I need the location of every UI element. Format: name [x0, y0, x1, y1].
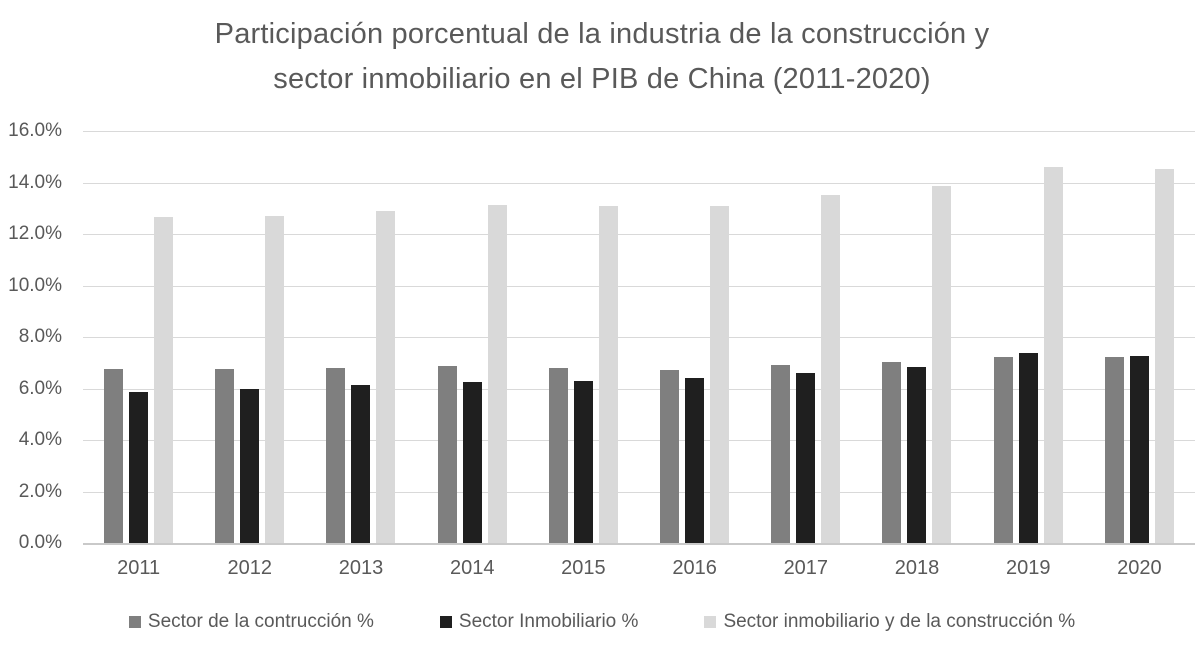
chart-title-line-2: sector inmobiliario en el PIB de China (…	[273, 63, 931, 95]
bar-group-2012	[194, 131, 305, 543]
bar-inmobiliario-2012	[240, 389, 260, 543]
y-tick-label-12.0pct: 12.0%	[8, 223, 62, 244]
x-tick-label-2017: 2017	[783, 557, 829, 579]
bar-inmobiliario-2011	[129, 391, 149, 543]
legend: Sector de la contrucción % Sector Inmobil…	[0, 611, 1204, 633]
y-tick-label-2.0pct: 2.0%	[18, 480, 62, 502]
legend-item-inmobiliario: Sector Inmobiliario %	[439, 611, 639, 633]
x-tick-label-2013: 2013	[338, 557, 384, 579]
bar-inmobiliario-y-construccion-2012	[265, 215, 285, 543]
bar-inmobiliario-y-construccion-2015	[598, 206, 618, 543]
legend-label-construccion: Sector de la contrucción %	[147, 611, 374, 632]
bar-construccion-2011	[104, 369, 124, 543]
legend-swatch-construccion	[128, 616, 141, 628]
legend-label-inmobiliario: Sector Inmobiliario %	[458, 611, 639, 632]
legend-label-inmobiliario-y-construccion: Sector inmobiliario y de la construcción…	[723, 611, 1076, 632]
plot-area	[83, 131, 1195, 545]
gridline-14	[83, 182, 1195, 184]
x-tick-label-2020: 2020	[1117, 557, 1162, 579]
bar-inmobiliario-2016	[685, 378, 705, 543]
bar-group-2020	[1084, 131, 1195, 543]
bar-inmobiliario-2013	[351, 385, 371, 543]
y-tick-label-16.0pct: 16.0%	[8, 120, 62, 141]
y-tick-label-0.0pct: 0.0%	[18, 532, 62, 553]
x-tick-label-2015: 2015	[561, 557, 606, 579]
bar-construccion-2015	[548, 367, 568, 543]
bar-group-2013	[305, 131, 416, 543]
bar-inmobiliario-2019	[1018, 352, 1038, 543]
y-tick-label-6.0pct: 6.0%	[18, 377, 62, 399]
bar-group-2019	[973, 131, 1084, 543]
bar-construccion-2019	[993, 356, 1013, 543]
bar-inmobiliario-2014	[462, 382, 482, 543]
bar-inmobiliario-y-construccion-2016	[710, 206, 730, 543]
bar-construccion-2016	[660, 370, 680, 543]
bar-group-2014	[417, 131, 528, 543]
bar-inmobiliario-y-construccion-2020	[1154, 169, 1174, 543]
gridline-6	[83, 388, 1195, 390]
legend-item-construccion: Sector de la contrucción %	[128, 611, 374, 633]
bar-construccion-2020	[1104, 356, 1124, 543]
bar-inmobiliario-2018	[907, 367, 927, 543]
x-tick-label-2011: 2011	[117, 557, 161, 579]
bar-group-2018	[861, 131, 972, 543]
bar-group-2016	[639, 131, 750, 543]
x-axis-line	[83, 543, 1195, 545]
y-tick-label-10.0pct: 10.0%	[8, 274, 62, 296]
gridline-2	[83, 491, 1195, 493]
bar-group-2017	[750, 131, 861, 543]
x-tick-label-2012: 2012	[227, 557, 273, 579]
bar-construccion-2017	[771, 364, 791, 543]
bar-construccion-2018	[882, 361, 902, 543]
bar-construccion-2012	[215, 369, 235, 543]
y-tick-label-8.0pct: 8.0%	[18, 326, 62, 347]
gridline-10	[83, 285, 1195, 287]
bar-inmobiliario-y-construccion-2013	[376, 210, 396, 543]
y-tick-label-4.0pct: 4.0%	[18, 429, 62, 450]
bar-inmobiliario-y-construccion-2014	[487, 204, 507, 543]
bar-inmobiliario-2015	[573, 380, 593, 543]
legend-item-inmobiliario-y-construccion: Sector inmobiliario y de la construcción…	[704, 611, 1075, 633]
bar-inmobiliario-y-construccion-2019	[1043, 167, 1063, 543]
bar-inmobiliario-y-construccion-2018	[932, 185, 952, 543]
gridline-16	[83, 131, 1195, 132]
bar-inmobiliario-y-construccion-2017	[821, 195, 841, 543]
y-tick-label-14.0pct: 14.0%	[8, 171, 62, 193]
bar-inmobiliario-2020	[1129, 355, 1149, 543]
x-tick-label-2014: 2014	[449, 557, 495, 579]
chart-title-line-1: Participación porcentual de la industria…	[214, 18, 990, 50]
gridline-12	[83, 234, 1195, 235]
gridline-8	[83, 337, 1195, 338]
bar-construccion-2014	[437, 365, 457, 543]
bar-construccion-2013	[326, 367, 346, 543]
chart-title: Participación porcentual de la industria…	[0, 12, 1204, 102]
legend-swatch-inmobiliario	[439, 616, 452, 628]
gridline-4	[83, 440, 1195, 441]
y-axis-labels: 0.0% 2.0% 4.0% 6.0% 8.0% 10.0% 12.0% 14.0% 16.0%	[0, 120, 62, 553]
bar-group-2015	[528, 131, 639, 543]
x-tick-label-2016: 2016	[672, 557, 717, 579]
x-tick-label-2019: 2019	[1005, 557, 1051, 579]
x-tick-label-2018: 2018	[894, 557, 940, 579]
bar-inmobiliario-y-construccion-2011	[154, 217, 174, 543]
x-axis-labels: 2011 2012 2013 2014 2015 2016 2017 2018 2019 2020	[83, 557, 1195, 580]
bar-inmobiliario-2017	[796, 373, 816, 543]
legend-swatch-inmobiliario-y-construccion	[704, 616, 717, 628]
bar-group-2011	[83, 131, 194, 543]
